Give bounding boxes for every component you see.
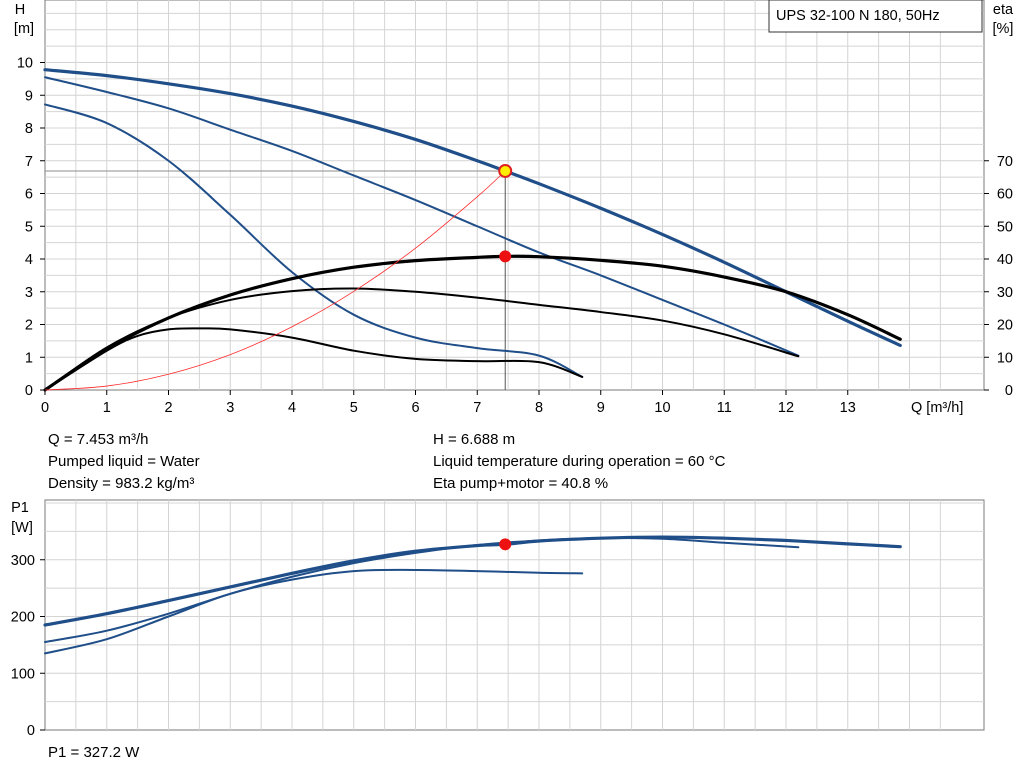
eta-tick-label: 30 [997, 285, 1013, 301]
power-axis-title: P1 [11, 500, 29, 516]
head-tick-label: 7 [25, 154, 33, 170]
power-duty-point [499, 538, 512, 551]
eta-tick-label: 10 [997, 350, 1013, 366]
head-tick-label: 8 [25, 121, 33, 137]
flow-tick-label: 12 [778, 400, 794, 416]
eta-tick-label: 40 [997, 252, 1013, 268]
power-grid [44, 499, 985, 731]
power-axis-unit: [W] [11, 520, 33, 536]
eta-axis-unit: [%] [993, 21, 1014, 37]
head-tick-label: 1 [25, 350, 33, 366]
power-curve [43, 535, 902, 627]
flow-tick-label: 7 [473, 400, 481, 416]
head-efficiency-plot: 0 1 2 3 4 5 6 7 8 9 10 11 12 130123456789100102030405… [14, 0, 1014, 416]
flow-tick-label: 6 [411, 400, 419, 416]
head-tick-label: 9 [25, 88, 33, 104]
head-axis-unit: [m] [14, 21, 34, 37]
power-tick-label: 200 [11, 610, 35, 626]
efficiency-curve [44, 327, 584, 391]
eta-tick-label: 0 [1005, 383, 1013, 399]
head-readout: H = 6.688 m [433, 431, 516, 448]
power-plot: 0 100 200 300 P1 [W] [11, 499, 985, 739]
flow-tick-label: 1 [103, 400, 111, 416]
eta-tick-label: 60 [997, 187, 1013, 203]
eta-tick-label: 70 [997, 154, 1013, 170]
flow-tick-label: 4 [288, 400, 296, 416]
power-tick-label: 100 [11, 666, 35, 682]
density-readout: Density = 983.2 kg/m³ [48, 475, 195, 492]
head-curve [43, 68, 902, 348]
power-tick-label: 300 [11, 553, 35, 569]
power-curves [43, 535, 902, 655]
power-curve [44, 568, 584, 655]
eta-tick-label: 50 [997, 219, 1013, 235]
efficiency-duty-point [499, 250, 512, 263]
power-ticks: 0 100 200 300 [11, 553, 45, 739]
head-plot-frame [44, 0, 985, 391]
efficiency-readout: Eta pump+motor = 40.8 % [433, 475, 609, 492]
head-duty-point [498, 163, 513, 178]
head-grid [44, 0, 985, 391]
head-curve [44, 103, 584, 378]
temperature-readout: Liquid temperature during operation = 60… [433, 453, 726, 470]
head-curves [43, 68, 902, 392]
efficiency-curve [43, 254, 902, 392]
head-tick-label: 10 [17, 56, 33, 72]
power-plot-frame [44, 499, 985, 731]
system-curve [44, 170, 506, 391]
model-label: UPS 32-100 N 180, 50Hz [776, 8, 940, 24]
head-tick-label: 3 [25, 285, 33, 301]
head-tick-label: 2 [25, 318, 33, 334]
flow-axis-label: Q [m³/h] [911, 400, 963, 416]
flow-tick-label: 3 [226, 400, 234, 416]
head-tick-label: 5 [25, 219, 33, 235]
eta-axis-title: eta [993, 2, 1014, 18]
power-readout: P1 = 327.2 W [48, 744, 140, 761]
flow-tick-label: 0 [41, 400, 49, 416]
efficiency-curve [44, 287, 800, 391]
flow-tick-label: 8 [535, 400, 543, 416]
power-tick-label: 0 [27, 723, 35, 739]
flow-tick-label: 2 [164, 400, 172, 416]
model-label-box [768, 0, 983, 33]
power-curve [44, 537, 800, 644]
flow-tick-label: 11 [717, 400, 732, 416]
flow-tick-label: 5 [350, 400, 358, 416]
flow-readout: Q = 7.453 m³/h [48, 431, 149, 448]
head-curve [44, 76, 800, 357]
pumped-liquid-readout: Pumped liquid = Water [48, 453, 200, 470]
head-tick-label: 6 [25, 187, 33, 203]
flow-tick-label: 13 [840, 400, 856, 416]
info-right-column: H = 6.688 m Liquid temperature during op… [433, 429, 725, 495]
flow-tick-label: 10 [654, 400, 670, 416]
head-tick-label: 4 [25, 252, 33, 268]
info-left-column: Q = 7.453 m³/h Pumped liquid = Water Den… [48, 429, 200, 495]
head-axis-title: H [15, 2, 25, 18]
head-ticks: 0 1 2 3 4 5 6 7 8 9 10 11 12 130123456789100102030405… [17, 56, 1013, 417]
eta-tick-label: 20 [997, 318, 1013, 334]
flow-tick-label: 9 [597, 400, 605, 416]
head-tick-label: 0 [25, 383, 33, 399]
